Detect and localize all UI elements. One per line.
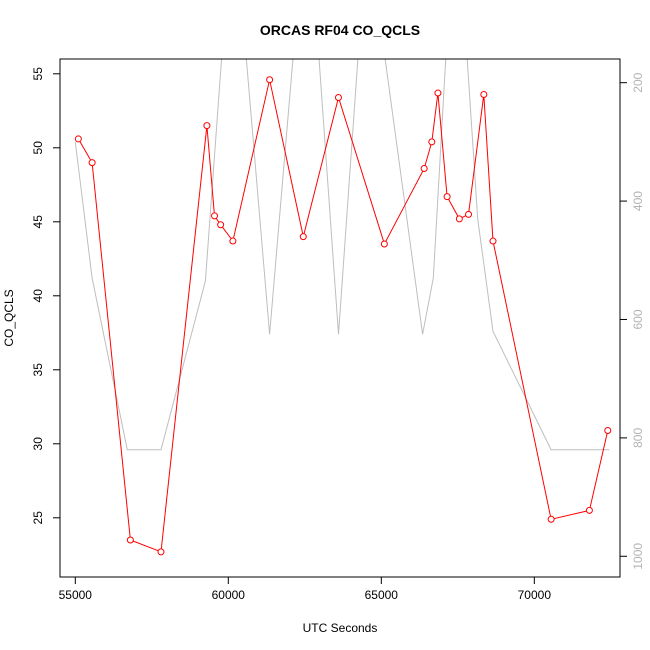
y-tick-label: 40 (31, 289, 45, 303)
co-qcls-point (489, 237, 497, 245)
y2-tick-label: 200 (631, 72, 645, 92)
co-qcls-point (465, 210, 473, 218)
x-axis-label: UTC Seconds (303, 621, 378, 635)
y-tick-label: 25 (31, 511, 45, 525)
y-tick-label: 30 (31, 437, 45, 451)
co-qcls-point (443, 193, 451, 201)
co-qcls-point (455, 215, 463, 223)
y-tick-label: 50 (31, 141, 45, 155)
co-qcls-point (434, 89, 442, 97)
x-tick-label: 65000 (365, 588, 399, 602)
y-tick-label: 55 (31, 67, 45, 81)
y2-tick-label: 600 (631, 309, 645, 329)
y2-tick-label: 800 (631, 428, 645, 448)
co-qcls-point (217, 221, 225, 229)
co-qcls-point (88, 159, 96, 167)
y2-axis: 200 400 600 800 1000 (619, 72, 645, 570)
co-qcls-point (334, 93, 342, 101)
co-qcls-point (126, 536, 134, 544)
co-qcls-point (157, 548, 165, 556)
y-tick-label: 35 (31, 363, 45, 377)
secondary-series-layer (74, 59, 610, 451)
co-qcls-point (420, 165, 428, 173)
co-qcls-point (428, 138, 436, 146)
co-qcls-point (266, 76, 274, 84)
y2-tick-label: 400 (631, 191, 645, 211)
co-qcls-point (547, 515, 555, 523)
secondary-series-line (74, 59, 610, 451)
co-qcls-point (229, 237, 237, 245)
co-qcls-point (299, 233, 307, 241)
co-qcls-point (203, 122, 211, 130)
co-qcls-point (380, 240, 388, 248)
chart-title: ORCAS RF04 CO_QCLS (260, 22, 420, 38)
co-qcls-point (211, 212, 219, 220)
x-axis: 55000 60000 65000 70000 (59, 576, 552, 602)
co-qcls-point (480, 91, 488, 99)
y2-tick-label: 1000 (631, 543, 645, 570)
co-qcls-series-layer (74, 76, 612, 556)
y-axis-label: CO_QCLS (2, 289, 16, 346)
y-axis: 25 30 35 40 45 50 55 (31, 67, 61, 525)
co-qcls-point (74, 135, 82, 143)
co-qcls-line (77, 79, 609, 553)
x-tick-label: 55000 (59, 588, 93, 602)
co-qcls-point (585, 506, 593, 514)
x-tick-label: 70000 (518, 588, 552, 602)
co-qcls-point (604, 426, 612, 434)
y-tick-label: 45 (31, 215, 45, 229)
x-tick-label: 60000 (212, 588, 246, 602)
